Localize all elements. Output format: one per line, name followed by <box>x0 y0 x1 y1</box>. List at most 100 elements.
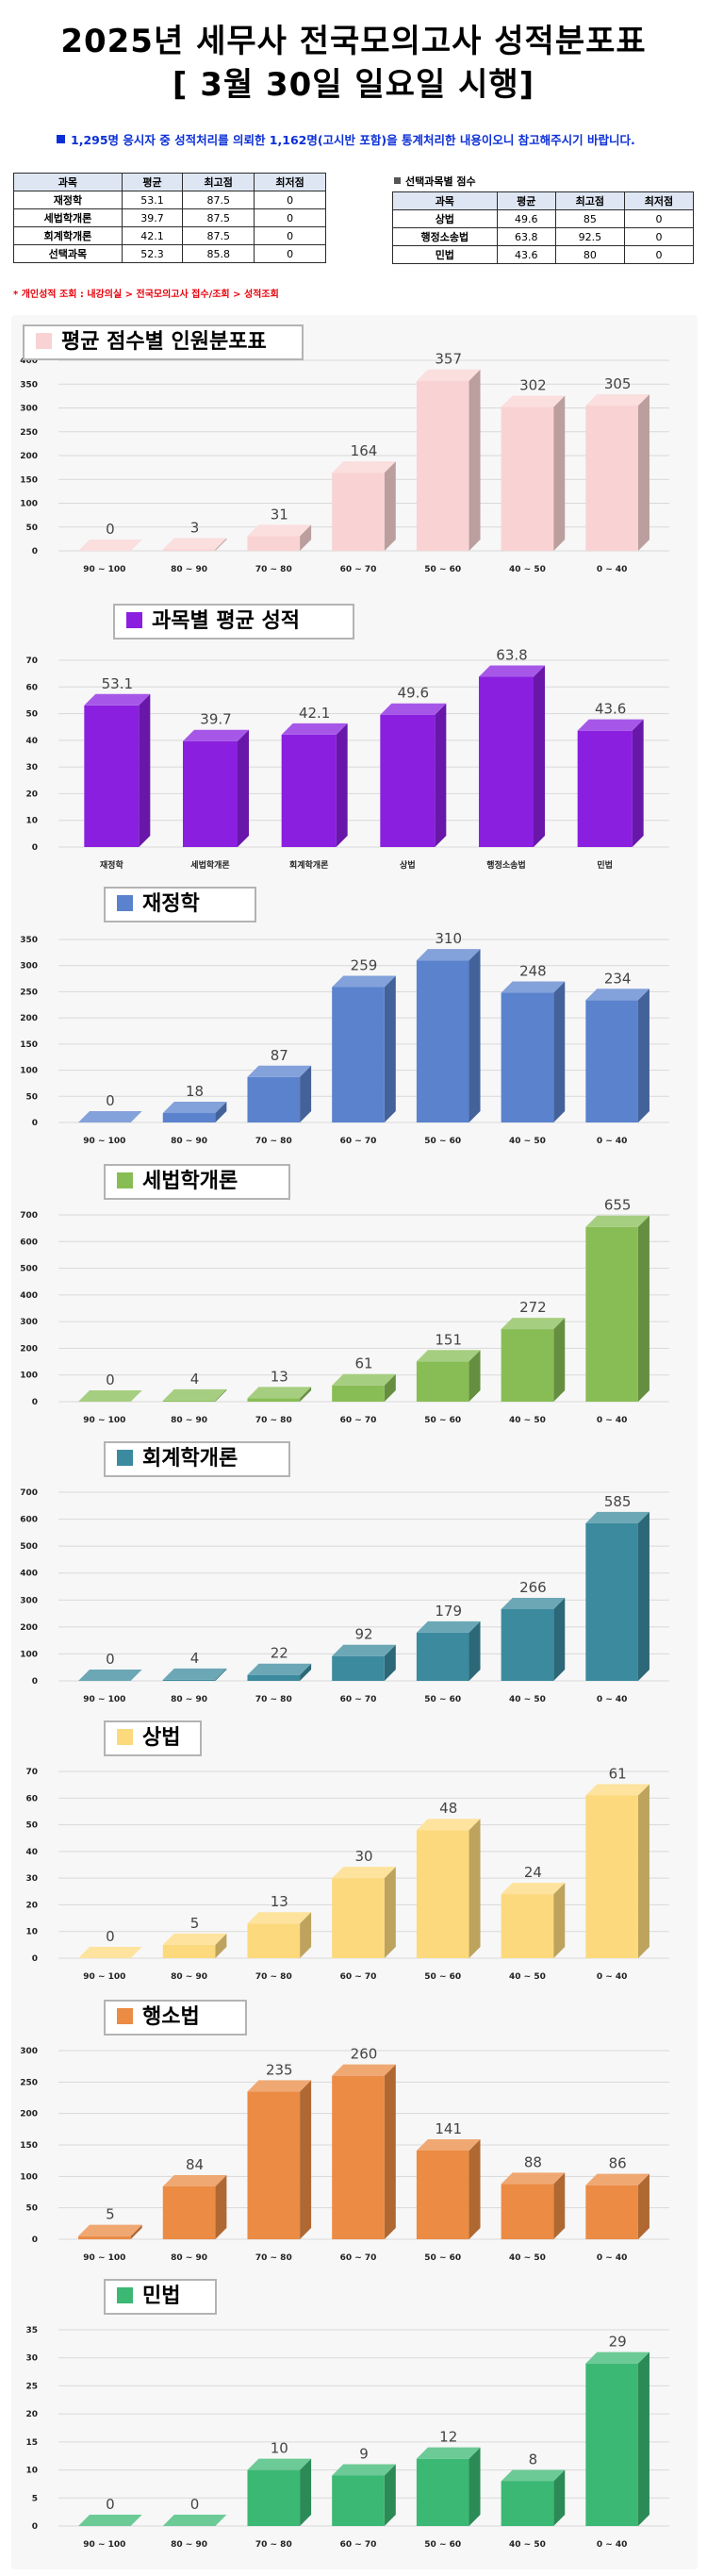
y-tick-label: 200 <box>20 452 38 461</box>
data-label: 88 <box>524 2153 542 2170</box>
bar <box>332 1644 396 1681</box>
bar-side <box>632 719 644 847</box>
bar <box>162 538 227 551</box>
bar-side <box>553 1318 566 1402</box>
bar-top <box>416 949 481 961</box>
bar-front <box>501 1894 554 1958</box>
y-tick-label: 10 <box>25 1928 38 1937</box>
x-tick-label: 60 ~ 70 <box>340 1972 377 1982</box>
chart-commercial-law: 0 10 20 30 40 50 60 70 0 90 ~ 100 5 80 ~ 90 13 70 ~ 8… <box>11 1717 698 1990</box>
data-label: 61 <box>609 1765 627 1782</box>
bar-top <box>247 1387 312 1399</box>
data-label: 0 <box>106 1651 115 1668</box>
bar-top <box>416 2447 481 2459</box>
bar-side <box>130 2224 142 2239</box>
bar <box>585 1511 649 1681</box>
bar-top <box>332 1867 396 1879</box>
chart-title-chip: 상법 <box>104 1720 202 1756</box>
y-tick-label: 70 <box>25 656 38 666</box>
bar <box>416 2139 481 2239</box>
min-cell: 0 <box>623 227 695 246</box>
x-tick-label: 민법 <box>597 859 613 871</box>
table-row: 회계학개론 42.1 87.5 0 <box>13 226 326 245</box>
bar <box>247 2080 312 2239</box>
x-tick-label: 90 ~ 100 <box>83 1137 125 1146</box>
bar <box>247 1663 312 1681</box>
chart-svg: 0 100 200 300 400 500 600 700 0 90 ~ 100 4 80 ~ 90 2… <box>20 1488 669 1704</box>
y-tick-label: 50 <box>25 1092 38 1102</box>
legend-swatch-icon <box>126 612 142 628</box>
bar-top <box>501 2172 566 2185</box>
bar-front <box>479 676 534 847</box>
bar-side <box>637 1511 649 1681</box>
x-tick-label: 80 ~ 90 <box>171 2540 207 2550</box>
bar-side <box>384 2064 396 2239</box>
bar-top <box>380 703 447 715</box>
col-header: 평균 <box>121 173 184 191</box>
bar-side <box>553 1883 566 1958</box>
bar-front <box>332 987 385 1122</box>
bar-top <box>585 989 649 1001</box>
y-tick-label: 250 <box>20 428 38 438</box>
bar <box>416 949 481 1122</box>
y-tick-label: 50 <box>25 524 38 533</box>
bar-side <box>139 693 151 847</box>
x-tick-label: 40 ~ 50 <box>509 1416 546 1425</box>
y-tick-label: 200 <box>20 1623 38 1633</box>
x-tick-label: 세법학개론 <box>190 859 229 871</box>
bar-top <box>332 1644 396 1656</box>
bar <box>479 665 545 847</box>
data-label: 655 <box>604 1197 632 1214</box>
chart-title: 민법 <box>142 2285 181 2308</box>
notice: 1,295명 응시자 중 성적처리를 의뢰한 1,162명(고시반 포함)을 통… <box>57 130 635 148</box>
max-cell: 85.8 <box>182 244 255 263</box>
x-tick-label: 90 ~ 100 <box>83 2540 125 2550</box>
bar <box>501 395 566 551</box>
bar <box>247 1387 312 1402</box>
x-tick-label: 80 ~ 90 <box>171 1416 207 1425</box>
bar <box>585 989 649 1122</box>
x-tick-label: 90 ~ 100 <box>83 1695 125 1704</box>
data-label: 0 <box>106 2496 115 2513</box>
bar-top <box>585 1215 649 1227</box>
min-cell: 0 <box>254 191 326 209</box>
chart-average-distribution: 0 50 100 150 200 250 300 350 400 0 90 ~ 100 3 80 ~ 9… <box>11 319 698 583</box>
bar-front <box>332 2475 385 2526</box>
bar <box>162 1102 227 1122</box>
y-tick-label: 25 <box>25 2382 38 2391</box>
table-row: 세법학개론 39.7 87.5 0 <box>13 208 326 227</box>
data-label: 260 <box>351 2046 378 2063</box>
y-tick-label: 20 <box>25 2410 38 2419</box>
data-label: 22 <box>271 1645 288 1662</box>
y-tick-label: 70 <box>25 1768 38 1777</box>
bar-front <box>585 1795 638 1958</box>
bar-top <box>281 723 348 735</box>
data-label: 151 <box>435 1331 462 1348</box>
bar-front <box>183 740 238 847</box>
bar-top <box>332 2064 396 2076</box>
chart-svg: 0 50 100 150 200 250 300 350 400 0 90 ~ 100 3 80 ~ 9… <box>20 351 669 574</box>
bar-front <box>585 1522 638 1681</box>
data-label: 266 <box>519 1579 547 1596</box>
chart-svg: 0 100 200 300 400 500 600 700 0 90 ~ 100 4 80 ~ 90 1… <box>20 1197 669 1425</box>
bar-top <box>183 729 249 741</box>
data-label: 0 <box>106 1928 115 1945</box>
bar-side <box>553 1598 566 1681</box>
bar-top <box>247 2458 312 2470</box>
bar-side <box>215 538 227 551</box>
bar-side <box>300 2458 312 2526</box>
bar-front <box>332 2075 385 2239</box>
bar-front <box>247 536 301 551</box>
y-tick-label: 0 <box>32 547 38 557</box>
min-cell: 0 <box>623 209 695 228</box>
max-cell: 92.5 <box>554 227 625 246</box>
y-tick-label: 5 <box>32 2494 38 2503</box>
chart-svg: 0 5 10 15 20 25 30 35 0 90 ~ 100 0 80 ~ 90 10 70 ~ 80… <box>25 2326 669 2550</box>
bar-top <box>162 1668 227 1680</box>
chart-title: 평균 점수별 인원분포표 <box>61 330 267 354</box>
bar <box>247 1912 312 1958</box>
bar-top <box>416 369 481 381</box>
chart-title: 재정학 <box>142 892 200 916</box>
grade-lookup-link[interactable]: * 개인성적 조회 : 내강의실 > 전국모의고사 접수/조회 > 성적조회 <box>13 290 279 300</box>
data-label: 49.6 <box>398 685 429 702</box>
